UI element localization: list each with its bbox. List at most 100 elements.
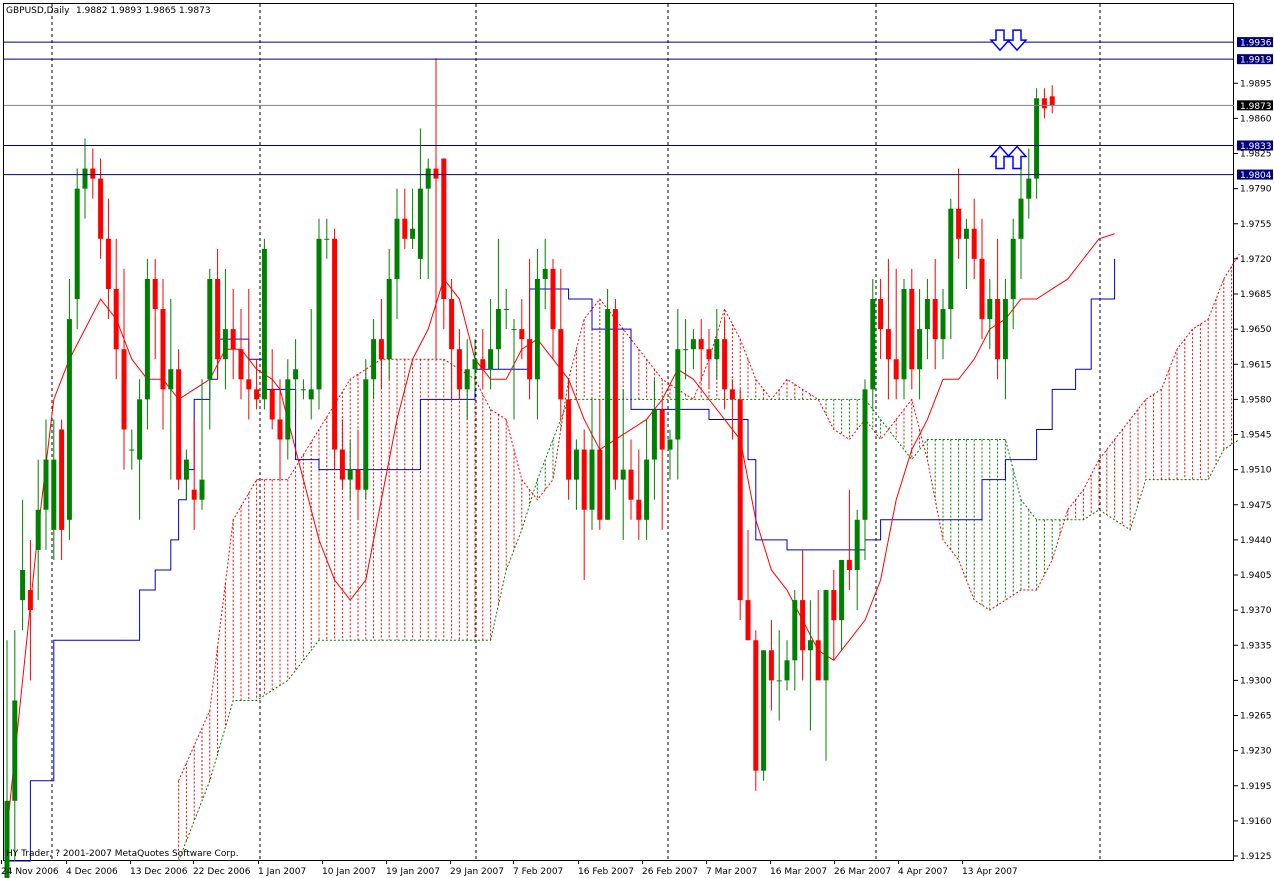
candle: [199, 379, 205, 510]
candle: [1034, 88, 1040, 199]
x-tick-label-11: 7 Mar 2007: [706, 867, 757, 877]
candle-body: [254, 389, 260, 400]
candle: [573, 439, 579, 510]
candle-body: [690, 339, 696, 350]
candle-body: [784, 660, 790, 681]
candle: [394, 188, 400, 320]
candle: [620, 389, 626, 540]
candle: [878, 278, 884, 360]
candle-body: [129, 449, 135, 451]
candle-body: [191, 489, 197, 500]
candle-body: [519, 329, 525, 340]
candle-body: [823, 590, 829, 681]
candle-body: [199, 479, 205, 500]
y-tick-label-7: 1.9650: [1240, 325, 1272, 335]
candle: [121, 268, 127, 470]
y-tick-label-22: 1.9125: [1240, 852, 1272, 862]
candle: [488, 299, 494, 390]
candle-body: [722, 339, 728, 390]
candle: [753, 630, 759, 791]
candle: [815, 590, 821, 681]
candle: [909, 268, 915, 390]
candle-body: [971, 228, 977, 259]
candle: [519, 299, 525, 360]
candle: [355, 429, 361, 520]
candle-body: [683, 349, 689, 351]
y-tick-label-16: 1.9335: [1240, 641, 1272, 651]
price-axis: 1.9895 1.9860 1.9825 1.9790 1.9755 1.9720 1.96…: [1234, 79, 1272, 862]
candle-body: [332, 238, 338, 450]
x-tick-label-0: 24 Nov 2006: [1, 867, 59, 877]
candle-body: [495, 309, 501, 350]
y-tick-label-15: 1.9370: [1240, 606, 1272, 616]
candle-body: [1002, 299, 1008, 360]
candle: [1018, 168, 1024, 279]
y-tick-label-12: 1.9475: [1240, 501, 1272, 511]
candle: [480, 329, 486, 390]
candle: [1026, 148, 1032, 219]
candle: [137, 379, 143, 520]
candle-body: [885, 329, 891, 360]
candle-body: [27, 590, 33, 611]
senkou-span-b: [178, 398, 1240, 862]
candle-body: [441, 158, 447, 300]
candle-body: [1026, 178, 1032, 199]
candle: [378, 299, 384, 390]
candle: [82, 138, 88, 219]
y-tick-label-8: 1.9615: [1240, 360, 1272, 370]
level-badge-3: [1237, 169, 1273, 180]
candle-body: [222, 329, 228, 360]
candle-body: [573, 449, 579, 480]
candle: [495, 238, 501, 370]
plot-frame: [3, 3, 1234, 861]
level-badge-text-1: 1.9919: [1240, 56, 1272, 66]
candle: [410, 188, 416, 249]
y-tick-label-18: 1.9265: [1240, 712, 1272, 722]
y-tick-label-3: 1.9790: [1240, 185, 1272, 195]
candle: [667, 429, 673, 480]
candle-body: [745, 600, 751, 641]
candle-body: [503, 309, 509, 311]
candle-body: [761, 650, 767, 771]
candle: [1041, 88, 1047, 119]
x-tick-label-15: 13 Apr 2007: [962, 867, 1018, 877]
candle: [605, 288, 611, 520]
level-badge-2: [1237, 140, 1273, 151]
x-tick-label-2: 13 Dec 2006: [130, 867, 188, 877]
candle: [503, 288, 509, 330]
y-tick-label-2: 1.9825: [1240, 150, 1272, 160]
candle: [870, 278, 876, 410]
candle: [784, 640, 790, 691]
horizontal-levels[interactable]: 1.9936 1.9919 1.9833 1.9804 1.9873: [4, 37, 1273, 181]
candle-body: [43, 459, 49, 510]
candle: [43, 419, 49, 550]
candle: [932, 258, 938, 370]
candle: [768, 620, 774, 711]
candle-body: [605, 309, 611, 520]
candle-body: [893, 359, 899, 380]
candle: [722, 319, 728, 410]
candle: [659, 399, 665, 530]
candle: [339, 419, 345, 490]
candle: [371, 319, 377, 400]
candle-body: [527, 339, 533, 380]
candle: [176, 349, 182, 490]
signal-arrows: [989, 29, 1028, 170]
candle-body: [1049, 96, 1055, 106]
candle: [425, 158, 431, 279]
candle: [215, 248, 221, 380]
candle-body: [488, 349, 494, 370]
x-tick-label-7: 29 Jan 2007: [450, 867, 504, 877]
candle-body: [410, 228, 416, 239]
arrow-down-icon: [1006, 29, 1028, 52]
grid-lines: [51, 4, 1101, 860]
candle: [690, 329, 696, 370]
candle: [1049, 85, 1055, 114]
candle: [761, 650, 767, 781]
arrow-down-icon: [989, 29, 1011, 52]
candle-body: [4, 800, 10, 878]
candle: [846, 489, 852, 591]
candle-body: [433, 168, 439, 179]
